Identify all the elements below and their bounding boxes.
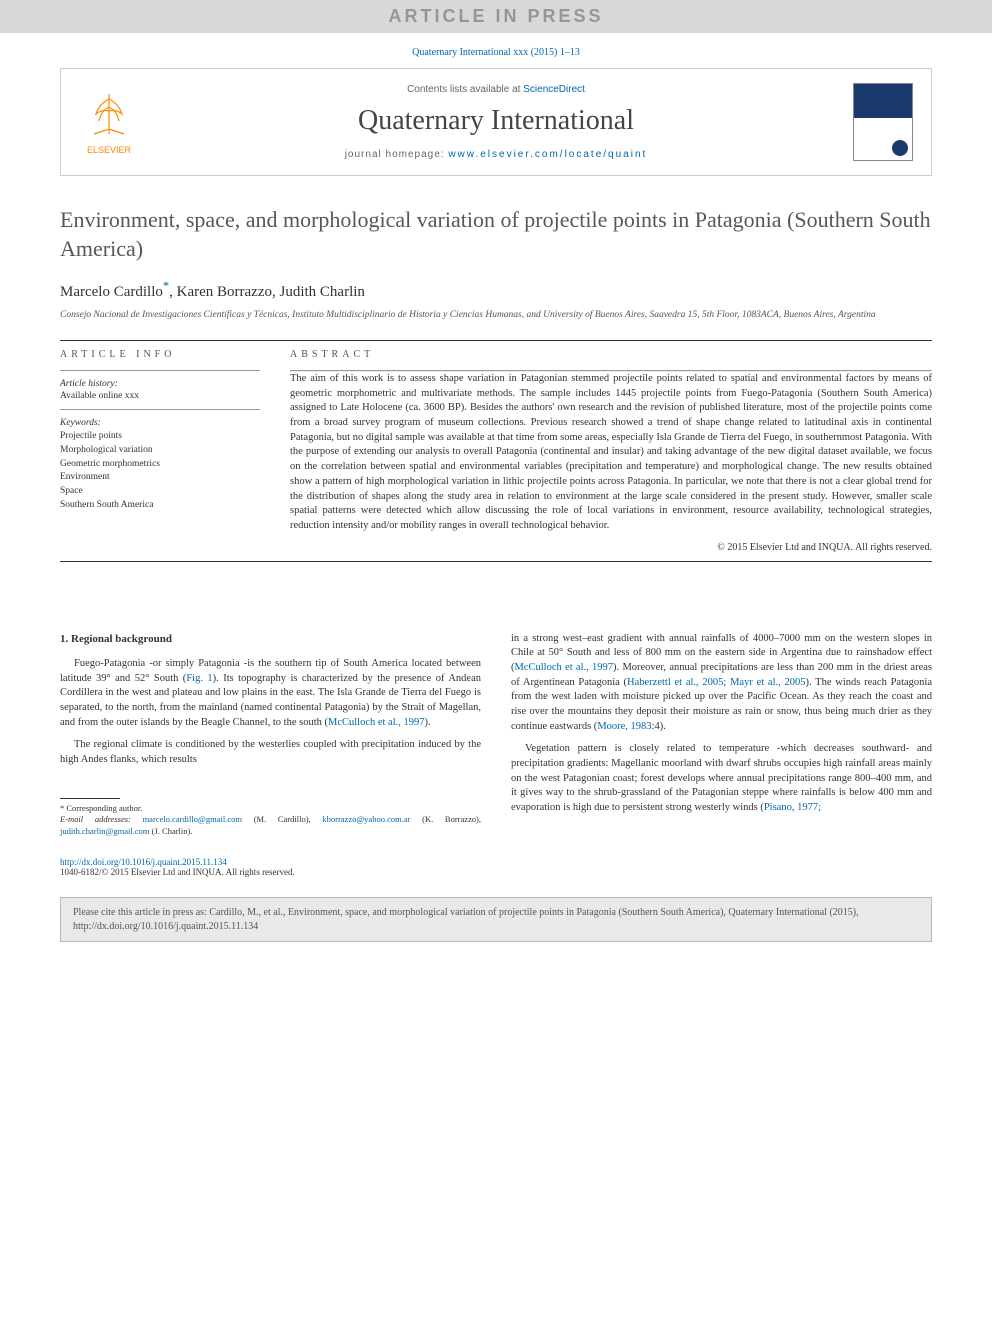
paragraph: The regional climate is conditioned by t… <box>60 738 481 767</box>
paragraph: in a strong west–east gradient with annu… <box>511 632 932 735</box>
article-title: Environment, space, and morphological va… <box>60 206 932 263</box>
article-info-column: ARTICLE INFO Article history: Available … <box>60 349 260 553</box>
journal-name: Quaternary International <box>159 105 833 137</box>
elsevier-tree-icon <box>84 89 134 139</box>
citation-ref[interactable]: McCulloch et al., 1997 <box>515 662 614 673</box>
corresponding-author-label: * Corresponding author. <box>60 803 481 814</box>
contents-available-line: Contents lists available at ScienceDirec… <box>159 84 833 95</box>
citation-ref[interactable]: Haberzettl et al., 2005; Mayr et al., 20… <box>627 677 805 688</box>
article-main: Environment, space, and morphological va… <box>60 206 932 837</box>
sciencedirect-link[interactable]: ScienceDirect <box>523 84 585 95</box>
journal-header-box: ELSEVIER Contents lists available at Sci… <box>60 68 932 176</box>
abstract-column: ABSTRACT The aim of this work is to asse… <box>290 349 932 553</box>
homepage-link[interactable]: www.elsevier.com/locate/quaint <box>448 149 647 160</box>
article-in-press-banner: ARTICLE IN PRESS <box>0 0 992 33</box>
cite-this-article-box: Please cite this article in press as: Ca… <box>60 897 932 942</box>
top-citation: Quaternary International xxx (2015) 1–13 <box>0 33 992 68</box>
keywords-list: Projectile points Morphological variatio… <box>60 430 260 513</box>
info-abstract-row: ARTICLE INFO Article history: Available … <box>60 349 932 553</box>
info-rule-2 <box>60 409 260 410</box>
author-1: Marcelo Cardillo <box>60 284 163 300</box>
keyword: Southern South America <box>60 499 260 513</box>
footnotes: * Corresponding author. E-mail addresses… <box>60 803 481 837</box>
authors-line: Marcelo Cardillo*, Karen Borrazzo, Judit… <box>60 279 932 301</box>
citation-ref[interactable]: McCulloch et al., 1997 <box>328 717 425 728</box>
rule-1 <box>60 340 932 341</box>
keyword: Geometric morphometrics <box>60 458 260 472</box>
email-2[interactable]: kborrazzo@yahoo.com.ar <box>322 814 410 824</box>
contents-prefix: Contents lists available at <box>407 84 523 95</box>
paragraph: Vegetation pattern is closely related to… <box>511 742 932 815</box>
doi-block: http://dx.doi.org/10.1016/j.quaint.2015.… <box>60 857 932 877</box>
issn-copyright: 1040-6182/© 2015 Elsevier Ltd and INQUA.… <box>60 867 932 877</box>
figure-ref[interactable]: Fig. 1 <box>186 673 212 684</box>
left-column: 1. Regional background Fuego-Patagonia -… <box>60 632 481 838</box>
email-label: E-mail addresses: <box>60 814 131 824</box>
rule-2 <box>60 561 932 562</box>
homepage-line: journal homepage: www.elsevier.com/locat… <box>159 149 833 160</box>
section-number: 1. <box>60 633 68 645</box>
keyword: Environment <box>60 471 260 485</box>
journal-cover-thumbnail <box>853 83 913 161</box>
email-1[interactable]: marcelo.cardillo@gmail.com <box>143 814 242 824</box>
affiliation: Consejo Nacional de Investigaciones Cien… <box>60 309 932 322</box>
article-info-heading: ARTICLE INFO <box>60 349 260 360</box>
history-label: Article history: <box>60 379 260 389</box>
paragraph: Fuego-Patagonia -or simply Patagonia -is… <box>60 657 481 730</box>
keyword: Space <box>60 485 260 499</box>
keywords-label: Keywords: <box>60 418 260 428</box>
keyword: Morphological variation <box>60 444 260 458</box>
info-rule-1 <box>60 370 260 371</box>
section-title: Regional background <box>71 633 172 645</box>
history-line: Available online xxx <box>60 391 260 401</box>
email-line: E-mail addresses: marcelo.cardillo@gmail… <box>60 814 481 837</box>
doi-link[interactable]: http://dx.doi.org/10.1016/j.quaint.2015.… <box>60 857 227 867</box>
publisher-name: ELSEVIER <box>79 145 139 155</box>
abstract-copyright: © 2015 Elsevier Ltd and INQUA. All right… <box>290 542 932 553</box>
banner-text: ARTICLE IN PRESS <box>388 6 603 26</box>
right-column: in a strong west–east gradient with annu… <box>511 632 932 838</box>
citation-ref[interactable]: Moore, 1983 <box>597 721 651 732</box>
header-center: Contents lists available at ScienceDirec… <box>159 84 833 160</box>
section-heading: 1. Regional background <box>60 632 481 647</box>
abstract-text: The aim of this work is to assess shape … <box>290 372 932 534</box>
authors-rest: , Karen Borrazzo, Judith Charlin <box>169 284 365 300</box>
publisher-logo: ELSEVIER <box>79 89 139 155</box>
citation-ref[interactable]: Pisano, 1977; <box>764 802 821 813</box>
email-3[interactable]: judith.charlin@gmail.com <box>60 826 150 836</box>
homepage-prefix: journal homepage: <box>345 149 449 160</box>
footnote-separator <box>60 798 120 799</box>
body-columns: 1. Regional background Fuego-Patagonia -… <box>60 632 932 838</box>
keyword: Projectile points <box>60 430 260 444</box>
abstract-heading: ABSTRACT <box>290 349 932 360</box>
